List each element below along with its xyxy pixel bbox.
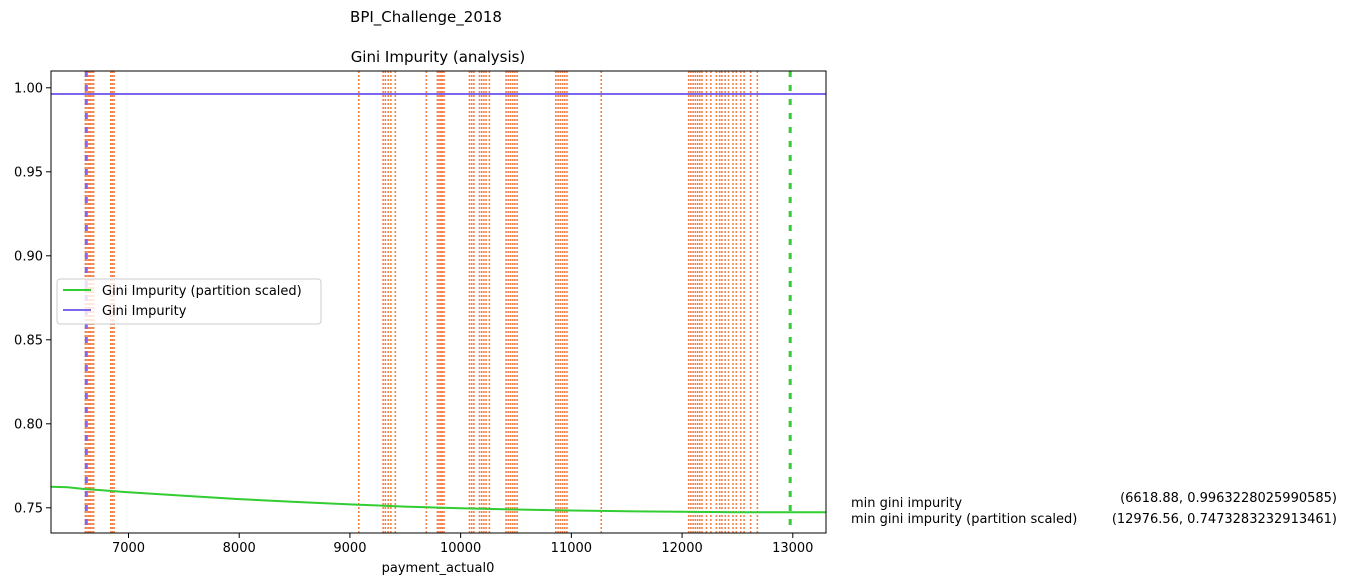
x-tick-label: 11000 (551, 541, 592, 556)
y-tick-label: 0.80 (14, 417, 43, 432)
min-gini-label: min gini impurity (851, 496, 962, 511)
legend-box (56, 278, 322, 325)
series-line-partition-scaled (51, 485, 826, 514)
chart-title: Gini Impurity (analysis) (351, 48, 526, 66)
y-tick-label: 0.95 (14, 165, 43, 180)
x-tick-label: 12000 (661, 541, 702, 556)
x-tick-label: 10000 (440, 541, 481, 556)
y-tick-label: 1.00 (14, 81, 43, 96)
x-tick-label: 7000 (112, 541, 145, 556)
legend: Gini Impurity (partition scaled) Gini Im… (56, 278, 322, 325)
x-axis-label: payment_actual0 (382, 561, 495, 576)
split-lines (84, 71, 759, 533)
min-gini-scaled-label: min gini impurity (partition scaled) (851, 512, 1077, 527)
x-tick-label: 13000 (772, 541, 813, 556)
legend-label-partition-scaled: Gini Impurity (partition scaled) (102, 284, 302, 299)
y-axis-ticks: 0.75 0.80 0.85 0.90 0.95 1.00 (14, 81, 51, 516)
min-gini-scaled-value: (12976.56, 0.7473283232913461) (1112, 512, 1337, 527)
x-tick-label: 8000 (223, 541, 256, 556)
y-tick-label: 0.85 (14, 333, 43, 348)
x-tick-label: 9000 (333, 541, 366, 556)
chart-suptitle: BPI_Challenge_2018 (350, 8, 502, 27)
y-tick-label: 0.75 (14, 501, 43, 516)
y-tick-label: 0.90 (14, 249, 43, 264)
min-annotations: min gini impurity (6618.88, 0.9963228025… (851, 491, 1337, 527)
x-axis-ticks: 7000 8000 9000 10000 11000 12000 13000 (112, 533, 813, 556)
legend-label-gini-impurity: Gini Impurity (102, 304, 187, 319)
min-gini-value: (6618.88, 0.9963228025990585) (1120, 491, 1337, 506)
series-lines (51, 93, 826, 514)
plot-frame (50, 70, 827, 534)
